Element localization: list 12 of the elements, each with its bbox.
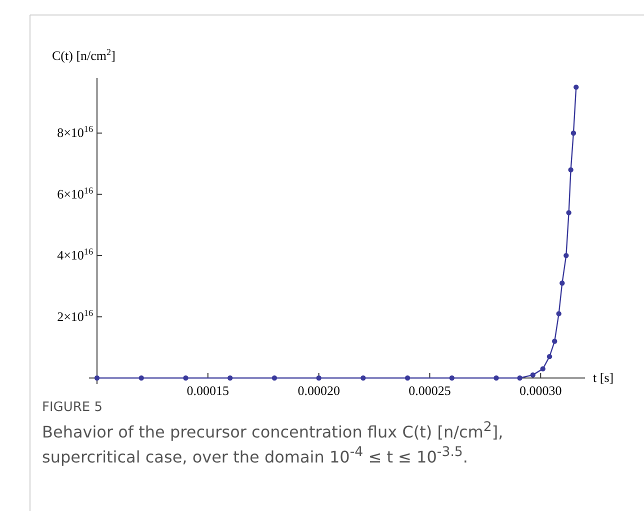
x-tick-label: 0.00030 [520,383,562,398]
y-tick-label: 4×10$^{16}$ [57,246,94,263]
x-tick-label: 0.00020 [298,383,340,398]
y-tick-label: 2×10$^{16}$ [57,308,94,324]
text: Behavior of the precursor concentration flux C(t) [n/cm$^{2}$], supercritical case, over the domain 10$^{-4}$ ≤ t ≤ 10$^{-3.5}$. [42,420,504,467]
y-tick-label: 6×10$^{16}$ [57,185,94,202]
caption: FIGURE 5 [42,400,104,415]
y-axis-title: C(t) [n/cm$^{2}$] [52,47,116,63]
x-tick-label: 0.00015 [186,383,230,398]
x-tick-label: 0.00025 [408,383,451,398]
y-tick-label: 8×10$^{16}$ [57,124,94,140]
x-axis-title: t [s] [593,370,614,385]
